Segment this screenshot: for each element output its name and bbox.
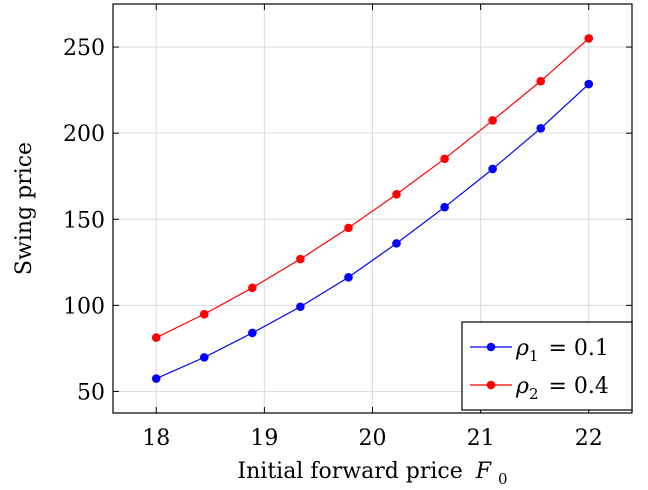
- y-tick-label: 150: [63, 208, 105, 233]
- legend-box: [461, 321, 633, 411]
- y-tick-label: 100: [63, 294, 105, 319]
- legend-label-2: ρ2 = 0.4: [515, 374, 609, 403]
- legend-subscript: 1: [529, 347, 539, 365]
- data-series: [151, 34, 594, 383]
- series-2-point: [536, 76, 546, 86]
- series-line-2: [155, 37, 590, 339]
- series-2-point: [296, 254, 305, 264]
- series-2-point: [392, 189, 401, 199]
- legend-symbol: ρ: [515, 374, 529, 399]
- series-1-point: [296, 302, 305, 312]
- series-line-1: [156, 83, 590, 380]
- series-1-point: [488, 164, 497, 174]
- y-tick-label: 50: [77, 380, 105, 405]
- series-1-point: [151, 374, 161, 383]
- x-axis-title-variable: F: [475, 459, 492, 484]
- legend-marker-2: [486, 380, 496, 390]
- series-1-point: [440, 202, 449, 212]
- series-1-point: [536, 124, 546, 133]
- series-1-point: [584, 79, 594, 89]
- legend-marker-1: [486, 342, 496, 352]
- legend-symbol: ρ: [515, 336, 529, 361]
- series-1-point: [344, 272, 353, 282]
- series-2-point: [199, 309, 209, 319]
- x-tick-label: 19: [250, 426, 278, 451]
- y-axis-title: Swing price: [12, 142, 37, 275]
- series-1-point: [199, 353, 209, 362]
- series-2-point: [248, 283, 257, 293]
- y-tick-label: 200: [63, 122, 105, 147]
- series-1-point: [392, 239, 401, 248]
- legend: ρ1 = 0.1ρ2 = 0.4: [461, 321, 633, 411]
- legend-value: = 0.1: [548, 336, 608, 361]
- y-tick-label: 250: [63, 36, 105, 61]
- x-tick-label: 22: [575, 426, 603, 451]
- x-axis-title: Initial forward price F 0: [237, 459, 507, 488]
- series-2-point: [151, 333, 161, 342]
- series-2-point: [584, 34, 594, 43]
- legend-value: = 0.4: [548, 374, 608, 399]
- x-tick-label: 20: [359, 426, 387, 451]
- x-tick-label: 18: [142, 426, 170, 451]
- x-axis-title-subscript: 0: [498, 470, 508, 488]
- legend-label-1: ρ1 = 0.1: [515, 336, 609, 365]
- series-1-point: [248, 328, 257, 338]
- grid: [113, 4, 632, 413]
- series-2-point: [344, 223, 353, 233]
- x-axis-title-text: Initial forward price: [237, 459, 462, 484]
- legend-subscript: 2: [529, 385, 539, 403]
- x-tick-label: 21: [467, 426, 495, 451]
- series-2-point: [488, 116, 497, 125]
- series-2-point: [440, 154, 449, 164]
